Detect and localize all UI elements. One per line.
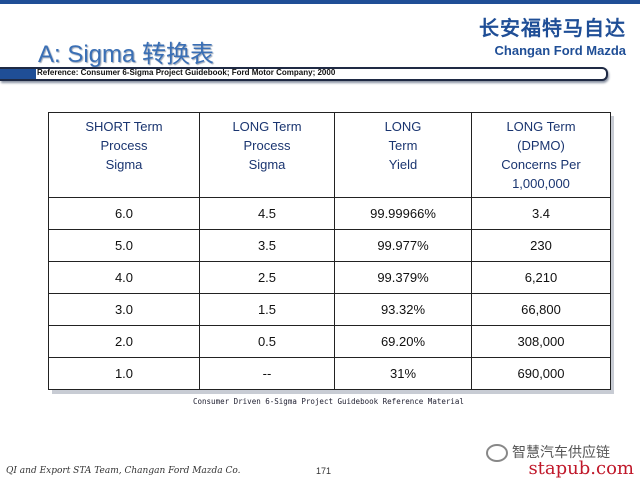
header-long-term-sigma: LONG Term Process Sigma <box>199 112 335 198</box>
table-cell: 6,210 <box>471 261 611 294</box>
header-line: Sigma <box>248 157 286 172</box>
wechat-account-name: 智慧汽车供应链 <box>512 445 610 461</box>
header-line: Concerns Per <box>501 157 581 172</box>
table-row: 4.0 2.5 99.379% 6,210 <box>48 261 611 294</box>
table-cell: 99.977% <box>334 229 472 262</box>
table-cell: 31% <box>334 357 472 390</box>
table-cell: 2.0 <box>48 325 200 358</box>
table-cell: 93.32% <box>334 293 472 326</box>
page-number: 171 <box>316 466 332 476</box>
header-line: LONG Term <box>232 119 302 134</box>
header-short-term-sigma: SHORT Term Process Sigma <box>48 112 200 198</box>
watermark-text: stapub.com <box>528 458 634 479</box>
sigma-conversion-table: SHORT Term Process Sigma LONG Term Proce… <box>48 112 611 390</box>
table-row: 6.0 4.5 99.99966% 3.4 <box>48 197 611 230</box>
wechat-badge: 智慧汽车供应链 <box>486 442 610 462</box>
reference-bar <box>0 67 608 81</box>
brand-name-en: Changan Ford Mazda <box>494 43 626 58</box>
header-line: Sigma <box>105 157 143 172</box>
table-cell: 69.20% <box>334 325 472 358</box>
header-line: Yield <box>388 157 418 172</box>
header-line: (DPMO) <box>517 138 565 153</box>
header-line: Process <box>243 138 291 153</box>
table-cell: 66,800 <box>471 293 611 326</box>
table-cell: 3.4 <box>471 197 611 230</box>
table-cell: 2.5 <box>199 261 335 294</box>
table-cell: 1.5 <box>199 293 335 326</box>
header-line: Process <box>100 138 148 153</box>
table-cell: 1.0 <box>48 357 200 390</box>
table-cell: 6.0 <box>48 197 200 230</box>
table-row: 3.0 1.5 93.32% 66,800 <box>48 293 611 326</box>
top-accent-bar <box>0 0 640 4</box>
table-cell: 0.5 <box>199 325 335 358</box>
table-footnote: Consumer Driven 6-Sigma Project Guideboo… <box>193 397 464 406</box>
table-cell: 4.5 <box>199 197 335 230</box>
header-dpmo: LONG Term (DPMO) Concerns Per 1,000,000 <box>471 112 611 198</box>
table-row: 2.0 0.5 69.20% 308,000 <box>48 325 611 358</box>
table-cell: 230 <box>471 229 611 262</box>
table-cell: 99.379% <box>334 261 472 294</box>
table-cell: 99.99966% <box>334 197 472 230</box>
table-cell: 3.5 <box>199 229 335 262</box>
table-cell: 308,000 <box>471 325 611 358</box>
header-line: 1,000,000 <box>512 176 570 191</box>
reference-bar-accent <box>0 69 36 79</box>
table-header-row: SHORT Term Process Sigma LONG Term Proce… <box>48 112 611 198</box>
table-cell: 3.0 <box>48 293 200 326</box>
table-cell: -- <box>199 357 335 390</box>
footer-team: QI and Export STA Team, Changan Ford Maz… <box>6 466 241 476</box>
brand-name-cn: 长安福特马自达 <box>479 16 626 40</box>
page-title: A: Sigma 转换表 <box>38 41 215 68</box>
header-line: LONG Term <box>506 119 576 134</box>
table-cell: 690,000 <box>471 357 611 390</box>
header-line: Term <box>388 138 418 153</box>
brand-logo: 长安福特马自达 Changan Ford Mazda <box>479 12 626 58</box>
table-cell: 4.0 <box>48 261 200 294</box>
header-line: SHORT Term <box>85 119 163 134</box>
table-cell: 5.0 <box>48 229 200 262</box>
header-long-term-yield: LONG Term Yield <box>334 112 472 198</box>
reference-text: Reference: Consumer 6-Sigma Project Guid… <box>37 68 336 77</box>
table-row: 5.0 3.5 99.977% 230 <box>48 229 611 262</box>
table-row: 1.0 -- 31% 690,000 <box>48 357 611 390</box>
header-line: LONG <box>384 119 422 134</box>
wechat-icon <box>486 444 508 462</box>
